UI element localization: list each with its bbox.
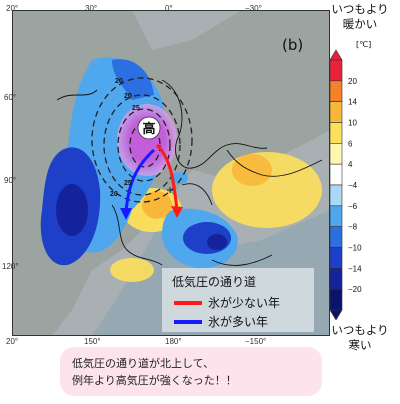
caption-box: 低気圧の通り道が北上して、 例年より高気圧が強くなった！！	[60, 347, 322, 396]
warm-anomaly-east-core	[232, 154, 272, 186]
colorbar-title-warm: いつもより 暖かい	[322, 2, 398, 32]
colorbar-tick-label: −4	[348, 181, 358, 190]
panel-label: (b)	[282, 36, 304, 54]
colorbar-title-warm-line: いつもより	[331, 2, 389, 16]
colorbar-title-warm-line: 暖かい	[342, 17, 378, 31]
colorbar-tick-label: −10	[348, 244, 362, 253]
colorbar-segment	[329, 226, 343, 248]
colorbar-segment	[329, 80, 343, 102]
corner-label: 20°	[6, 4, 19, 13]
corner-label: 20°	[6, 337, 19, 346]
colorbar-segment	[329, 163, 343, 186]
colorbar-segment	[329, 59, 343, 82]
colorbar-tick-label: 20	[348, 77, 357, 86]
lat-label: 90°	[4, 176, 17, 185]
contour-label: 20	[110, 191, 118, 198]
grid-markers	[167, 187, 173, 193]
legend-title: 低気圧の通り道	[172, 274, 256, 289]
lon-label: 0°	[165, 4, 173, 13]
contour-label: 25	[132, 105, 140, 112]
blue-track-arrowhead	[120, 208, 132, 220]
colorbar-segment	[329, 184, 343, 207]
high-label: 高	[142, 121, 155, 137]
colorbar-segment	[329, 205, 343, 227]
colorbar-tick-label: 6	[348, 139, 353, 148]
colorbar-title-cold-line: いつもより	[331, 323, 389, 337]
colorbar-top-extend	[329, 49, 343, 61]
pressure-contours	[91, 77, 193, 203]
high-label-circle	[137, 116, 161, 140]
colorbar-segment	[329, 247, 343, 269]
warm-anomaly-south	[110, 258, 154, 282]
red-track-arrowhead	[171, 206, 183, 218]
lon-label: 30°	[85, 4, 98, 13]
cold-anomaly-west-center	[56, 184, 88, 236]
blue-track	[124, 148, 156, 213]
lat-label: 120°	[2, 262, 19, 271]
colorbar-unit: [℃]	[356, 40, 372, 49]
cold-anomaly-small	[172, 172, 188, 184]
contour-label: 20	[115, 78, 123, 85]
colorbar-tick-label: −20	[348, 285, 362, 294]
contour-label: 25	[124, 180, 132, 187]
anomaly-map: 高 20 20 25 20 25 低気圧の通り道 氷が少ない年 氷が多い年	[12, 10, 330, 336]
colorbar-segment	[329, 122, 343, 144]
legend-item-red: 氷が少ない年	[208, 295, 280, 310]
red-track	[155, 143, 179, 211]
lon-label: −150°	[245, 337, 267, 346]
lon-label: −30°	[245, 4, 262, 13]
colorbar-tick-label: −14	[348, 264, 362, 273]
lon-label: 150°	[84, 337, 101, 346]
colorbar-segment	[329, 143, 343, 165]
warm-anomaly-center-core	[142, 191, 172, 219]
contour-label: 20	[124, 93, 132, 100]
lat-label: 60°	[4, 93, 17, 102]
colorbar-tick-label: 10	[348, 119, 357, 128]
colorbar: 20 14 10 6 4 −4 −6 −8 −10 −14 −20	[329, 49, 362, 320]
colorbar-segment	[329, 288, 343, 311]
caption-line: 例年より高気圧が強くなった！！	[72, 374, 237, 387]
colorbar-segment	[329, 101, 343, 123]
colorbar-bottom-extend	[329, 309, 343, 320]
coastlines	[56, 79, 323, 266]
caption-line: 低気圧の通り道が北上して、	[72, 357, 215, 370]
legend-item-blue: 氷が多い年	[208, 314, 268, 329]
cold-anomaly-south-center	[207, 234, 227, 250]
colorbar-tick-label: 14	[348, 98, 357, 107]
lon-label: 180°	[165, 337, 182, 346]
colorbar-segment	[329, 268, 343, 290]
colorbar-title-cold: いつもより 寒い	[322, 323, 398, 353]
high-pressure-region	[117, 104, 177, 176]
map-border	[12, 10, 330, 336]
colorbar-tick-label: −8	[348, 223, 358, 232]
colorbar-tick-label: 4	[348, 160, 353, 169]
colorbar-title-cold-line: 寒い	[348, 338, 372, 352]
colorbar-tick-label: −6	[348, 202, 358, 211]
